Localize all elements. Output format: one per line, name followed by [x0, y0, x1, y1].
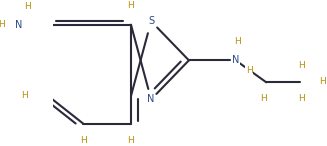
Text: H: H	[128, 1, 134, 10]
Text: H: H	[24, 2, 30, 11]
Text: N: N	[147, 94, 155, 104]
Text: H: H	[298, 61, 304, 70]
Text: H: H	[128, 136, 134, 145]
Text: H: H	[80, 136, 87, 145]
Text: H: H	[22, 92, 28, 100]
Text: H: H	[246, 66, 252, 75]
Text: H: H	[298, 94, 304, 104]
Text: N: N	[15, 20, 23, 30]
Text: N: N	[232, 55, 239, 65]
Text: H: H	[319, 77, 326, 86]
Text: H: H	[260, 94, 267, 104]
Text: H: H	[0, 20, 5, 28]
Text: H: H	[233, 37, 240, 46]
Text: S: S	[148, 16, 154, 26]
